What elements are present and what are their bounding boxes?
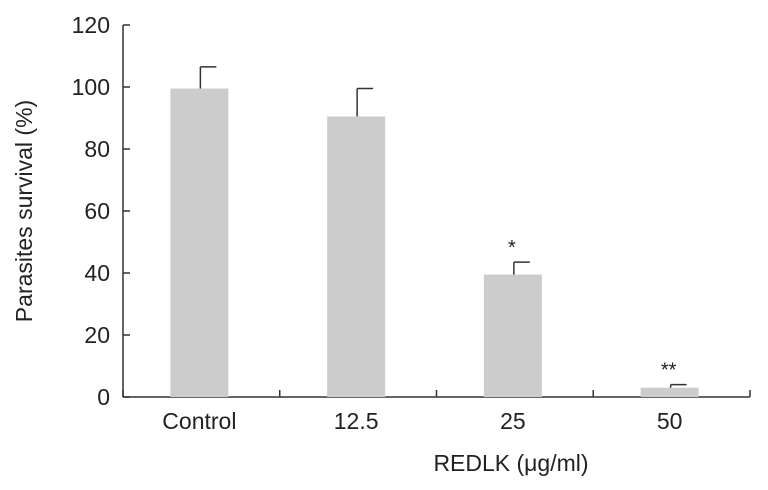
y-axis-title: Parasites survival (%) xyxy=(11,100,37,322)
bars xyxy=(170,88,699,398)
significance-marker: * xyxy=(508,237,516,259)
x-tick-label: 50 xyxy=(657,408,683,434)
y-tick-label: 80 xyxy=(84,136,110,162)
bar xyxy=(640,387,699,397)
x-tick-label: Control xyxy=(162,408,236,434)
bar xyxy=(170,88,229,398)
bar xyxy=(327,116,386,397)
y-tick-label: 0 xyxy=(97,384,110,410)
bar xyxy=(483,274,542,397)
y-tick-label: 100 xyxy=(72,74,110,100)
y-tick-label: 40 xyxy=(84,260,110,286)
y-tick-label: 20 xyxy=(84,322,110,348)
significance-marker: ** xyxy=(661,360,677,382)
y-axis: 0 20 40 60 80 100 120 xyxy=(72,12,130,410)
x-tick-label: 12.5 xyxy=(334,408,379,434)
significance-markers: *** xyxy=(508,237,677,381)
x-tick-label: 25 xyxy=(500,408,526,434)
y-tick-label: 60 xyxy=(84,198,110,224)
error-bars xyxy=(199,66,687,388)
y-tick-label: 120 xyxy=(72,12,110,38)
x-axis-title: REDLK (μg/ml) xyxy=(433,450,588,476)
